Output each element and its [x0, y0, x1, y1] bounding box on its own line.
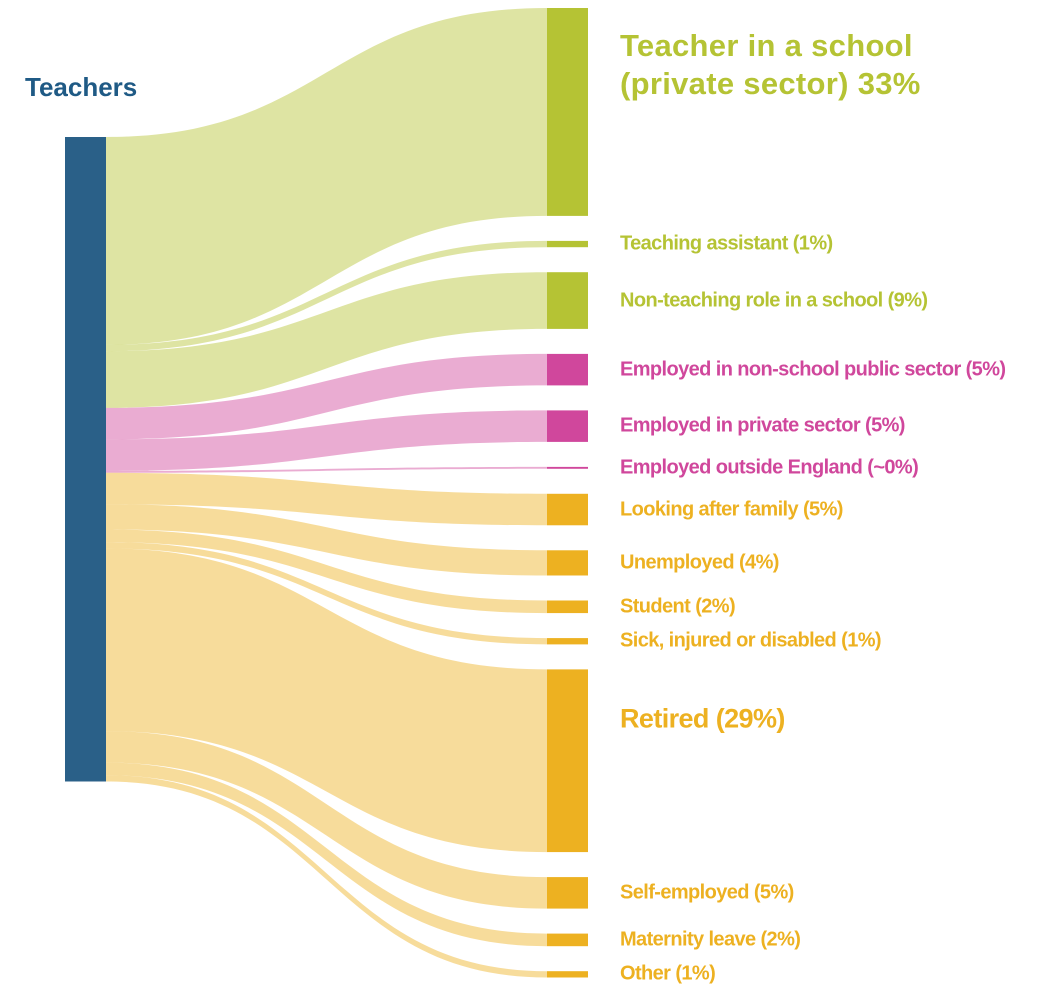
flow-link — [106, 775, 547, 978]
node-name: Self-employed — [620, 881, 750, 904]
node-label: Employed in private sector (5%) — [620, 415, 1040, 438]
flow-link — [106, 472, 547, 526]
flow-link — [106, 353, 547, 440]
node-name: Student — [620, 595, 691, 618]
node-name: Sick, injured or disabled — [620, 629, 837, 652]
node-value-label: (~0%) — [867, 456, 919, 479]
source-node — [65, 137, 106, 782]
node-name: Looking after family — [620, 498, 799, 521]
source-label: Teachers — [25, 72, 138, 102]
node-label: Other (1%) — [620, 963, 1040, 986]
flow-link — [106, 542, 547, 645]
flow-link — [106, 529, 547, 614]
node-label: Teaching assistant (1%) — [620, 233, 1040, 256]
node-name: Teaching assistant — [620, 232, 788, 255]
node-label: Student (2%) — [620, 595, 1040, 618]
node-name: Maternity leave — [620, 928, 756, 951]
node-value-label: (5%) — [965, 358, 1006, 381]
node-value-label: (1%) — [792, 232, 833, 255]
node-name: Unemployed — [620, 551, 735, 574]
node-label: Retired (29%) — [620, 705, 1040, 732]
node-label: Sick, injured or disabled (1%) — [620, 630, 1040, 653]
node-value-label: (2%) — [760, 928, 801, 951]
flow-link — [106, 731, 547, 909]
node-label: Looking after family (5%) — [620, 498, 1040, 521]
target-node — [547, 8, 588, 216]
target-node — [547, 971, 588, 978]
node-value-label: (5%) — [803, 498, 843, 521]
flow-link — [106, 762, 547, 947]
target-node — [547, 272, 588, 329]
target-node — [547, 933, 588, 947]
flow-link — [106, 466, 547, 473]
target-node — [547, 550, 588, 576]
target-node — [547, 410, 588, 442]
node-value-label: (9%) — [887, 289, 928, 312]
flow-link — [106, 410, 547, 471]
node-label: Employed in non-school public sector (5%… — [620, 358, 1040, 381]
node-name: Employed in private sector — [620, 414, 861, 437]
node-value-label: (5%) — [753, 881, 794, 904]
flow-link — [106, 504, 547, 576]
node-name: Teacher in a school (private sector) — [620, 28, 913, 101]
flow-link — [106, 272, 547, 408]
node-label: Employed outside England (~0%) — [620, 456, 1040, 479]
target-node — [547, 353, 588, 386]
node-name: Other — [620, 962, 671, 985]
node-label: Teacher in a school (private sector) 33% — [620, 27, 960, 103]
node-label: Unemployed (4%) — [620, 551, 1040, 574]
flow-link — [106, 548, 547, 853]
node-value-label: (29%) — [715, 703, 786, 734]
target-node — [547, 240, 588, 248]
node-value-label: (1%) — [841, 629, 881, 652]
flow-link — [106, 8, 547, 345]
node-value-label: (2%) — [695, 595, 736, 618]
node-value-label: (1%) — [675, 962, 716, 985]
node-value-label: (5%) — [865, 414, 905, 437]
node-value-label: (4%) — [739, 551, 779, 574]
target-node — [547, 466, 588, 469]
flow-link — [106, 240, 547, 352]
target-node — [547, 638, 588, 645]
node-label: Non-teaching role in a school (9%) — [620, 289, 1040, 312]
node-name: Retired — [620, 703, 709, 734]
node-label: Maternity leave (2%) — [620, 928, 1040, 951]
node-name: Employed in non-school public sector — [620, 358, 961, 381]
target-node — [547, 669, 588, 853]
node-name: Non-teaching role in a school — [620, 289, 883, 312]
target-node — [547, 600, 588, 614]
node-name: Employed outside England — [620, 456, 863, 479]
target-node — [547, 877, 588, 909]
node-label: Self-employed (5%) — [620, 881, 1040, 904]
target-node — [547, 493, 588, 526]
node-value-label: 33% — [857, 66, 921, 101]
